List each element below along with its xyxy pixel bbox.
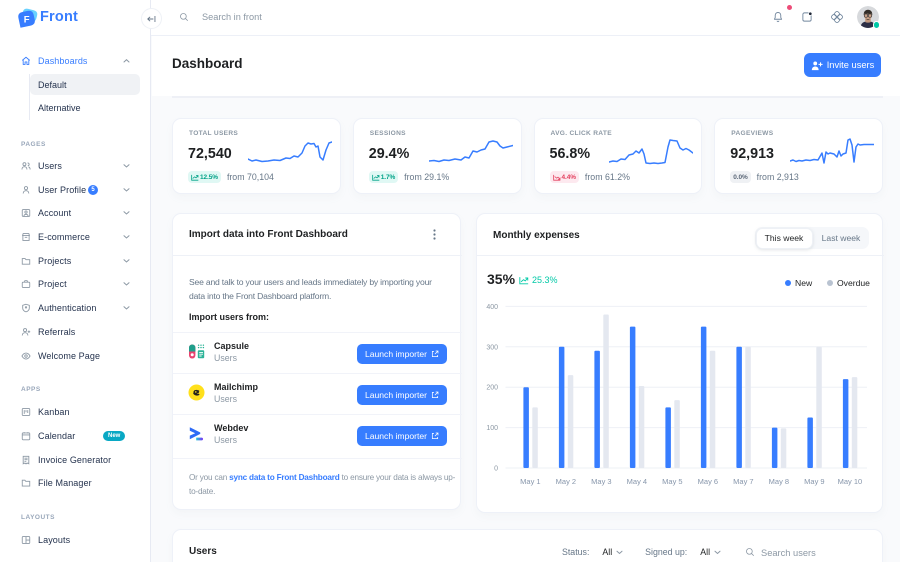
svg-text:May 1: May 1 bbox=[520, 477, 540, 486]
svg-text:May 3: May 3 bbox=[591, 477, 611, 486]
svg-text:May 4: May 4 bbox=[627, 477, 647, 486]
svg-text:May 5: May 5 bbox=[662, 477, 682, 486]
svg-text:May 9: May 9 bbox=[804, 477, 824, 486]
svg-text:F: F bbox=[24, 14, 30, 25]
svg-text:May 2: May 2 bbox=[556, 477, 576, 486]
svg-text:May 10: May 10 bbox=[838, 477, 863, 486]
svg-text:May 6: May 6 bbox=[698, 477, 718, 486]
svg-text:May 8: May 8 bbox=[769, 477, 789, 486]
svg-text:100: 100 bbox=[486, 425, 498, 432]
svg-text:0: 0 bbox=[494, 466, 498, 473]
svg-text:200: 200 bbox=[486, 385, 498, 392]
svg-text:300: 300 bbox=[486, 344, 498, 351]
svg-text:May 7: May 7 bbox=[733, 477, 753, 486]
svg-text:400: 400 bbox=[486, 304, 498, 311]
